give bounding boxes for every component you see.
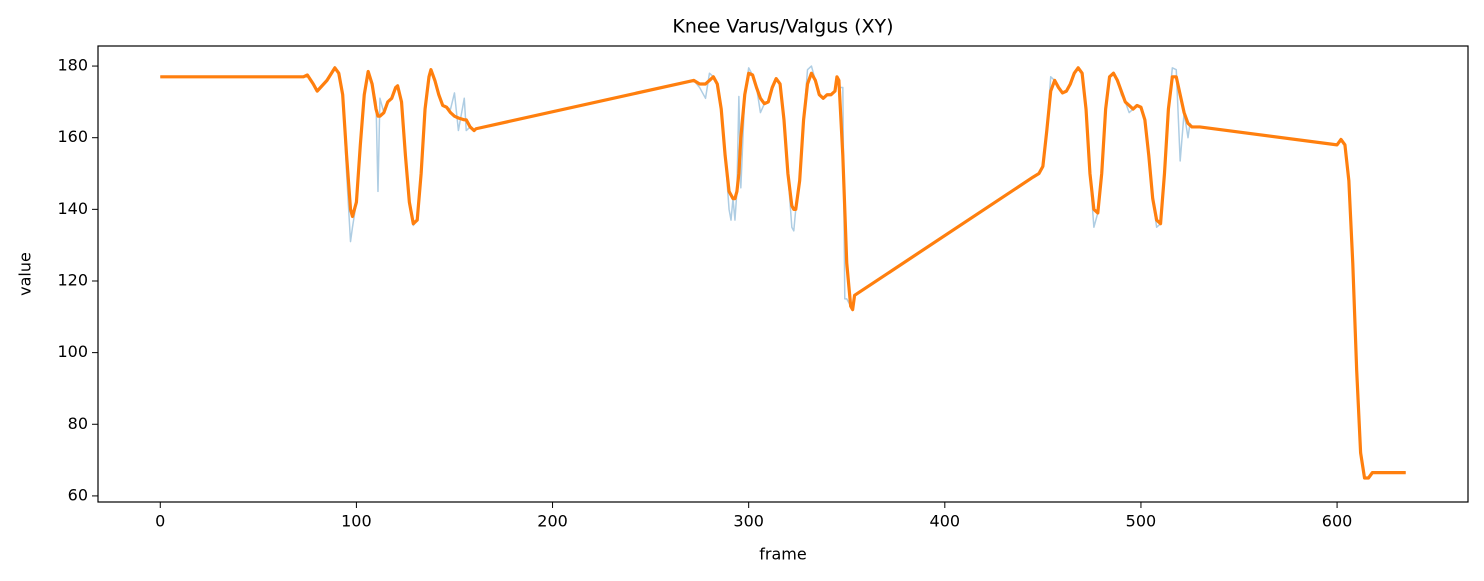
x-tick-label: 400 [930,512,961,531]
y-tick-label: 120 [57,270,88,289]
x-tick-label: 300 [733,512,764,531]
x-tick-label: 600 [1322,512,1353,531]
x-tick-label: 100 [341,512,372,531]
x-tick-label: 0 [155,512,165,531]
series-line [160,66,1406,480]
y-tick-label: 180 [57,56,88,75]
y-axis-label: value [16,252,35,296]
x-tick-label: 500 [1126,512,1157,531]
x-tick-label: 200 [537,512,568,531]
y-tick-label: 60 [68,485,88,504]
y-tick-label: 80 [68,414,88,433]
y-tick-label: 140 [57,199,88,218]
x-axis-label: frame [759,545,806,564]
plot-frame [97,45,1469,503]
y-tick-label: 100 [57,342,88,361]
chart-title: Knee Varus/Valgus (XY) [672,16,893,38]
y-tick-label: 160 [57,127,88,146]
